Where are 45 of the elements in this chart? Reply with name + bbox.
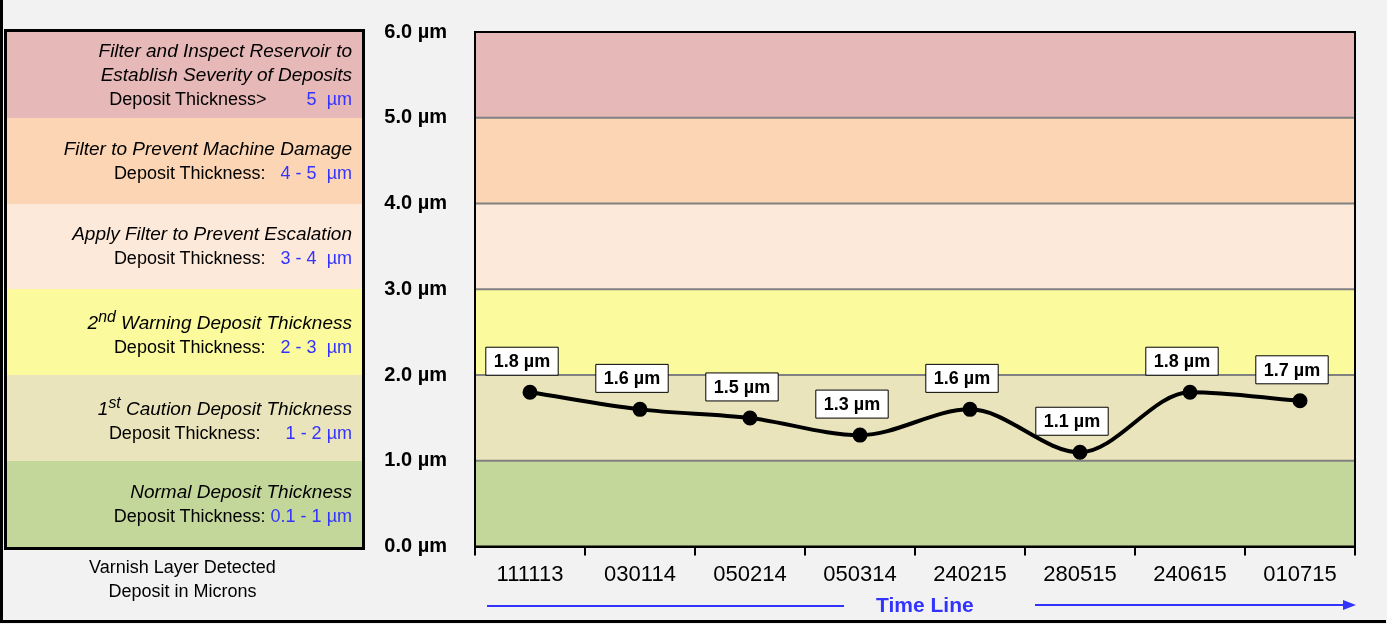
point xyxy=(1292,393,1308,409)
y-tick-label: 3.0 µm xyxy=(384,276,447,299)
point xyxy=(1072,444,1088,460)
text: Deposit Thickness: 1 - 2 µm xyxy=(108,423,352,444)
text: 2$^{nd}$ Warning Deposit Thickness xyxy=(87,307,352,336)
data-label: 1.8 µm xyxy=(493,351,551,372)
x-tick-label: 050214 xyxy=(713,560,787,586)
x-tick-label: 030114 xyxy=(604,560,676,586)
text: Deposit Thickness: 0.1 - 1 µm xyxy=(113,504,352,528)
data-label: 1.6 µm xyxy=(603,368,661,389)
y-tick-label: 2.0 µm xyxy=(384,362,447,385)
x-axis-title: Time Line xyxy=(876,593,974,617)
text: Varnish Layer Detected Deposit in Microns xyxy=(88,556,277,603)
text: 1$^{st}$ Caution Deposit Thickness xyxy=(97,392,352,422)
y-tick-label: 6.0 µm xyxy=(384,19,447,42)
x-tick-label: 111113 xyxy=(496,560,564,586)
y-tick-label: 1.0 µm xyxy=(384,448,447,471)
text: Filter to Prevent Machine Damage xyxy=(63,136,352,161)
y-tick-label: 4.0 µm xyxy=(384,191,447,214)
point xyxy=(742,410,758,426)
text: Deposit Thickness: 4 - 5 µm xyxy=(113,161,352,185)
point xyxy=(962,401,978,417)
text: Deposit Thickness> 5 µm xyxy=(109,88,352,109)
point xyxy=(632,401,648,417)
y-tick-label: 5.0 µm xyxy=(384,105,447,128)
point xyxy=(852,427,868,443)
point xyxy=(522,384,538,400)
x-tick-label: 240215 xyxy=(933,560,1007,586)
text: Deposit Thickness: 2 - 3 µm xyxy=(113,336,352,360)
text: Deposit Thickness: 3 - 4 µm xyxy=(113,247,352,271)
text: Apply Filter to Prevent Escalation xyxy=(72,222,352,247)
x-tick-label: 280515 xyxy=(1043,560,1117,586)
x-tick-label: 240615 xyxy=(1153,560,1227,586)
data-label: 1.7 µm xyxy=(1263,359,1321,380)
data-label: 1.5 µm xyxy=(713,376,771,397)
x-tick-label: 050314 xyxy=(823,560,897,586)
x-tick-label: 010715 xyxy=(1263,560,1337,586)
text: Normal Deposit Thickness xyxy=(130,479,352,504)
data-label: 1.1 µm xyxy=(1043,411,1101,432)
data-label: 1.8 µm xyxy=(1153,351,1211,372)
point xyxy=(1182,384,1198,400)
text: Filter and Inspect Reservoir to Establish Severity of Deposits xyxy=(97,38,352,87)
data-label: 1.6 µm xyxy=(933,368,991,389)
data-label: 1.3 µm xyxy=(823,394,881,415)
y-tick-label: 0.0 µm xyxy=(384,534,447,557)
